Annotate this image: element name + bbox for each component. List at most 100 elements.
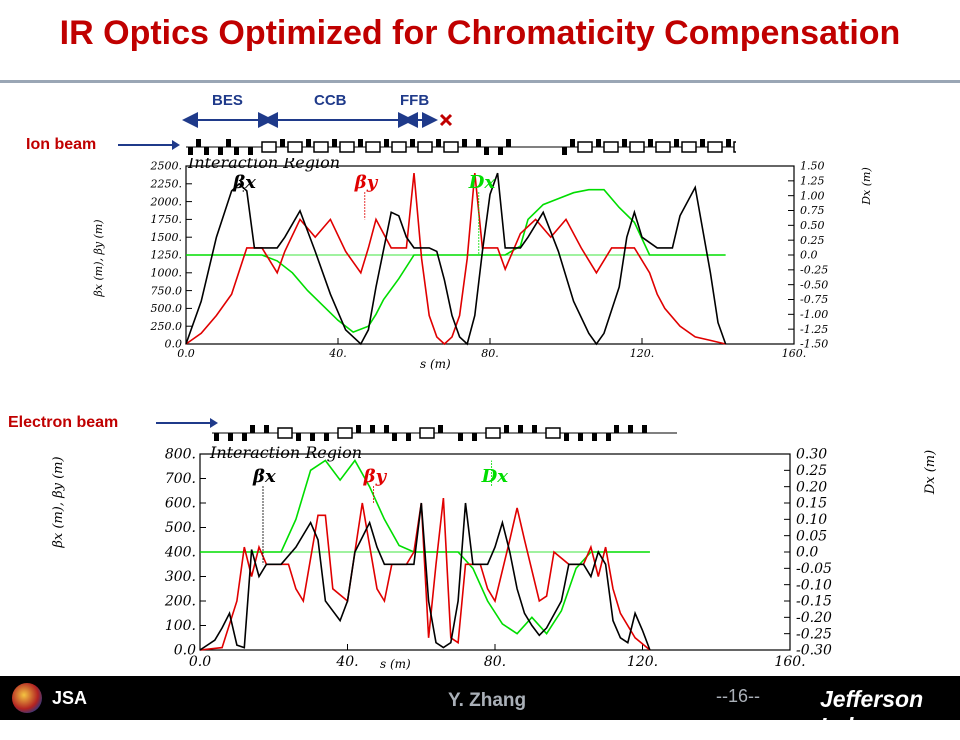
y-tick-label: 700. bbox=[165, 471, 196, 487]
ion-lattice-diagram bbox=[186, 139, 736, 155]
dipole-magnet bbox=[261, 141, 277, 153]
x-tick-label: 40. bbox=[328, 347, 347, 360]
y-tick-label: 600. bbox=[165, 496, 196, 512]
series-line-beta-y bbox=[199, 498, 651, 651]
x-tick-label: 120. bbox=[627, 654, 658, 670]
quadrupole-magnet bbox=[248, 147, 253, 155]
quadrupole-magnet bbox=[498, 147, 503, 155]
y2-tick-label: -1.50 bbox=[800, 338, 828, 351]
quadrupole-magnet bbox=[264, 425, 269, 433]
ion-beam-arrow bbox=[118, 140, 180, 150]
quadrupole-magnet bbox=[234, 147, 239, 155]
legend-label-dx: Dx bbox=[481, 466, 509, 487]
dipole-magnet bbox=[655, 141, 671, 153]
y2-axis-label: Dx (m) bbox=[923, 450, 938, 495]
y-axis-label: βx (m), βy (m) bbox=[51, 456, 66, 548]
segment-arrows bbox=[182, 112, 453, 128]
y-tick-label: 2500. bbox=[150, 160, 183, 173]
chart-title: Interaction Region bbox=[209, 443, 362, 462]
dipole-magnet bbox=[545, 427, 561, 439]
dipole-magnet bbox=[629, 141, 645, 153]
y2-tick-label: -0.10 bbox=[796, 577, 832, 593]
y-tick-label: 200. bbox=[164, 594, 196, 610]
x-tick-label: 40. bbox=[335, 654, 358, 670]
x-axis-label: s (m) bbox=[380, 657, 411, 671]
segment-label-ccb: CCB bbox=[314, 92, 347, 109]
quadrupole-magnet bbox=[484, 147, 489, 155]
segment-label-ffb: FFB bbox=[400, 92, 430, 109]
series-line-beta-x bbox=[185, 172, 727, 346]
y-tick-label: 1250. bbox=[151, 249, 183, 262]
legend-label-dx: Dx bbox=[468, 172, 496, 193]
y2-tick-label: 0.10 bbox=[796, 512, 827, 528]
ion-beam-label: Ion beam bbox=[26, 136, 97, 153]
quadrupole-magnet bbox=[188, 147, 193, 155]
quadrupole-magnet bbox=[250, 425, 255, 433]
y-tick-label: 0.0 bbox=[174, 643, 196, 659]
y-tick-label: 400. bbox=[164, 545, 196, 561]
dipole-magnet bbox=[339, 141, 355, 153]
quadrupole-magnet bbox=[592, 433, 597, 441]
dipole-magnet bbox=[485, 427, 501, 439]
page-number: --16-- bbox=[716, 686, 760, 706]
dipole-magnet bbox=[577, 141, 593, 153]
quadrupole-magnet bbox=[332, 139, 337, 147]
quadrupole-magnet bbox=[196, 139, 201, 147]
quadrupole-magnet bbox=[392, 433, 397, 441]
y-tick-label: 2250. bbox=[150, 177, 183, 190]
y-tick-label: 0.0 bbox=[165, 338, 183, 351]
y2-tick-label: 1.25 bbox=[800, 175, 825, 188]
quadrupole-magnet bbox=[410, 139, 415, 147]
page-title: IR Optics Optimized for Chromaticity Com… bbox=[59, 14, 901, 52]
y2-tick-label: 0.0 bbox=[800, 249, 818, 262]
title-bar: IR Optics Optimized for Chromaticity Com… bbox=[0, 0, 960, 83]
title-divider bbox=[0, 80, 960, 83]
y2-tick-label: -0.30 bbox=[796, 643, 832, 659]
jefferson-lab-logo: Jefferson Lab bbox=[820, 686, 924, 739]
quadrupole-magnet bbox=[700, 139, 705, 147]
y2-tick-label: -0.05 bbox=[796, 561, 832, 577]
quadrupole-magnet bbox=[606, 433, 611, 441]
quadrupole-magnet bbox=[280, 139, 285, 147]
quadrupole-magnet bbox=[596, 139, 601, 147]
ip-cross-icon bbox=[439, 113, 453, 127]
x-tick-label: 160. bbox=[782, 347, 807, 360]
y2-tick-label: -1.25 bbox=[800, 323, 828, 336]
y2-tick-label: -0.25 bbox=[800, 264, 828, 277]
quadrupole-magnet bbox=[476, 139, 481, 147]
legend-label-beta-x: βx bbox=[232, 172, 256, 193]
x-tick-label: 160. bbox=[774, 654, 805, 670]
y2-tick-label: 1.50 bbox=[800, 160, 825, 173]
quadrupole-magnet bbox=[642, 425, 647, 433]
y-tick-label: 2000. bbox=[150, 195, 183, 208]
ion-optics-chart: Interaction Region βx (m), βy (m) Dx (m)… bbox=[92, 158, 873, 370]
doe-logo-icon bbox=[12, 683, 42, 713]
y-tick-label: 250.0 bbox=[150, 320, 183, 333]
quadrupole-magnet bbox=[518, 425, 523, 433]
x-tick-label: 0.0 bbox=[189, 654, 211, 670]
y-tick-label: 800. bbox=[165, 447, 196, 463]
quadrupole-magnet bbox=[296, 433, 301, 441]
dipole-magnet bbox=[417, 141, 433, 153]
quadrupole-magnet bbox=[358, 139, 363, 147]
quadrupole-magnet bbox=[562, 147, 567, 155]
series-line-beta-y bbox=[185, 173, 726, 346]
y-tick-label: 100. bbox=[165, 618, 196, 634]
dipole-magnet bbox=[707, 141, 723, 153]
legend-label-beta-y: βy bbox=[354, 172, 379, 193]
y2-tick-label: 0.15 bbox=[796, 496, 827, 512]
quadrupole-magnet bbox=[458, 433, 463, 441]
quadrupole-magnet bbox=[436, 139, 441, 147]
quadrupole-magnet bbox=[228, 433, 233, 441]
quadrupole-magnet bbox=[578, 433, 583, 441]
y2-tick-label: -0.75 bbox=[800, 293, 828, 306]
footer-author: Y. Zhang bbox=[448, 690, 527, 711]
legend-label-beta-y: βy bbox=[363, 466, 388, 487]
y2-tick-label: 0.75 bbox=[800, 204, 825, 217]
dipole-magnet bbox=[603, 141, 619, 153]
dipole-magnet bbox=[391, 141, 407, 153]
legend-label-beta-x: βx bbox=[252, 466, 276, 487]
chart-title: Interaction Region bbox=[187, 158, 340, 172]
dipole-magnet bbox=[365, 141, 381, 153]
quadrupole-magnet bbox=[438, 425, 443, 433]
